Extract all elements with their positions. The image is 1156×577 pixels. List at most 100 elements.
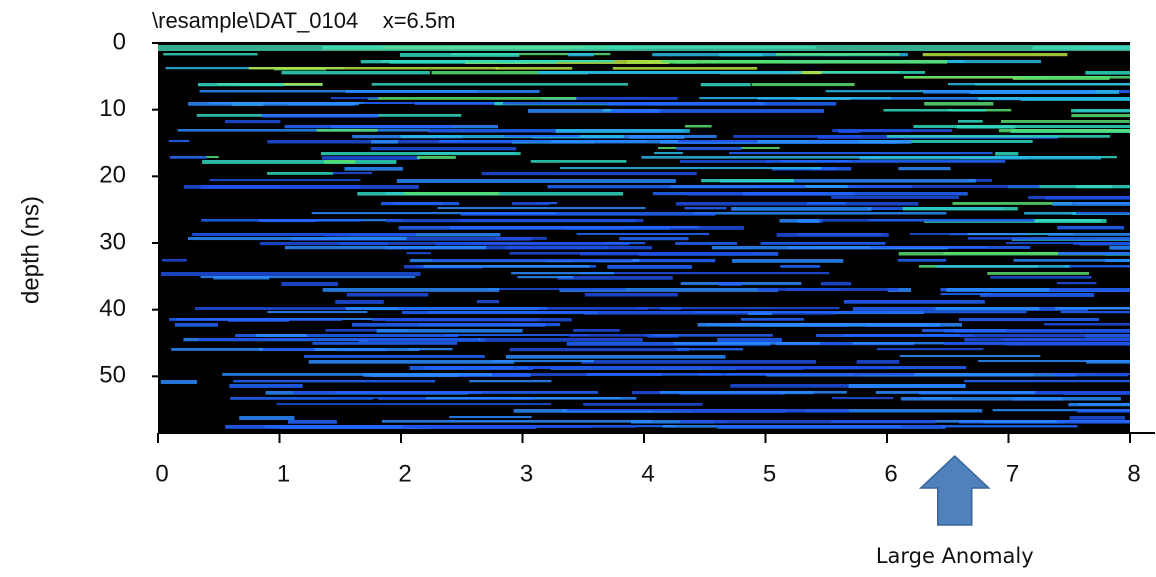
radar-band: [168, 140, 190, 143]
radar-band: [224, 120, 281, 124]
radar-band: [804, 409, 983, 413]
radar-band: [684, 125, 712, 128]
radar-band: [612, 67, 758, 70]
radar-band: [977, 360, 1130, 363]
radar-band: [261, 114, 379, 118]
radar-band: [775, 53, 900, 56]
radar-band: [679, 420, 936, 424]
radar-band: [492, 360, 594, 363]
radar-band: [308, 360, 515, 364]
radar-band: [675, 60, 948, 64]
radar-band: [567, 53, 594, 57]
radar-band: [406, 252, 431, 255]
radar-band: [324, 160, 356, 164]
radar-band: [404, 192, 500, 196]
radar-band: [188, 102, 355, 106]
y-tick-label: 40: [99, 295, 126, 322]
x-tick-label: 8: [1127, 460, 1140, 487]
radar-band: [202, 160, 397, 164]
radar-band: [1028, 196, 1130, 200]
radar-band: [1005, 242, 1130, 245]
radar-band: [312, 342, 458, 345]
radar-band: [1085, 71, 1130, 75]
radar-band: [1069, 416, 1126, 420]
radar-band: [183, 185, 361, 189]
radar-band: [897, 259, 947, 262]
radar-band: [451, 318, 521, 322]
radar-band: [811, 167, 837, 171]
radar-band: [654, 152, 683, 155]
annotation-text: Large Anomaly: [876, 544, 1034, 568]
radar-band: [198, 338, 267, 341]
radar-band: [287, 420, 337, 424]
radar-band: [408, 348, 453, 351]
radar-band: [941, 425, 1078, 428]
radar-band: [606, 102, 837, 106]
radar-band: [816, 334, 974, 338]
radar-band: [886, 135, 1110, 138]
radar-band: [1071, 109, 1130, 113]
radar-band: [267, 311, 368, 314]
radar-band: [425, 397, 621, 400]
radar-band: [949, 233, 1026, 236]
radar-band: [262, 348, 315, 351]
radar-band: [177, 129, 430, 132]
radar-band: [160, 272, 421, 276]
radar-band: [987, 272, 1089, 275]
radar-band: [197, 83, 284, 87]
radar-band: [995, 152, 1019, 156]
radar-band: [1048, 233, 1130, 236]
radar-band: [200, 276, 416, 279]
radar-band: [629, 135, 685, 139]
radar-band: [372, 318, 483, 321]
radar-band: [230, 397, 373, 400]
radar-band: [883, 109, 986, 112]
radar-band: [431, 259, 633, 262]
radar-band: [659, 391, 847, 394]
radar-band: [675, 202, 919, 206]
y-tick-label: 30: [99, 228, 126, 255]
radar-band: [697, 323, 962, 327]
radar-band: [199, 90, 478, 93]
radar-band: [290, 237, 532, 241]
radar-band: [751, 83, 855, 87]
radar-band: [631, 420, 715, 424]
radar-band: [583, 403, 703, 406]
radar-band: [958, 120, 983, 123]
radar-band: [222, 373, 492, 376]
radar-band: [371, 140, 398, 144]
radar-band: [838, 129, 861, 133]
radar-band: [978, 97, 1130, 101]
radar-band: [259, 242, 389, 246]
radar-band: [990, 276, 1092, 279]
radar-band: [719, 179, 976, 183]
radar-band: [573, 329, 620, 332]
radar-band: [566, 342, 771, 346]
radar-band: [848, 384, 966, 388]
radar-band: [846, 129, 953, 132]
radar-band: [952, 202, 1072, 205]
radar-band: [309, 397, 536, 400]
radar-band: [495, 67, 573, 70]
radar-band: [963, 380, 1130, 383]
radar-band: [360, 60, 557, 64]
radar-band: [162, 259, 187, 262]
radar-band: [530, 160, 627, 163]
radar-band: [684, 207, 727, 210]
chart-title: \resample\DAT_0104 x=6.5m: [152, 8, 455, 33]
radar-band: [449, 416, 532, 419]
radar-image: [158, 43, 1130, 433]
radar-band: [346, 293, 429, 297]
radar-band: [611, 109, 825, 113]
x-tick-label: 3: [520, 460, 533, 487]
radar-band: [385, 246, 609, 250]
x-tick-label: 0: [155, 460, 168, 487]
radar-band: [645, 334, 773, 337]
radar-band: [959, 334, 1130, 338]
radar-band: [964, 338, 1130, 342]
radar-band: [559, 167, 822, 170]
radar-band: [581, 360, 816, 364]
radar-band: [780, 160, 852, 163]
radar-band: [194, 307, 442, 311]
